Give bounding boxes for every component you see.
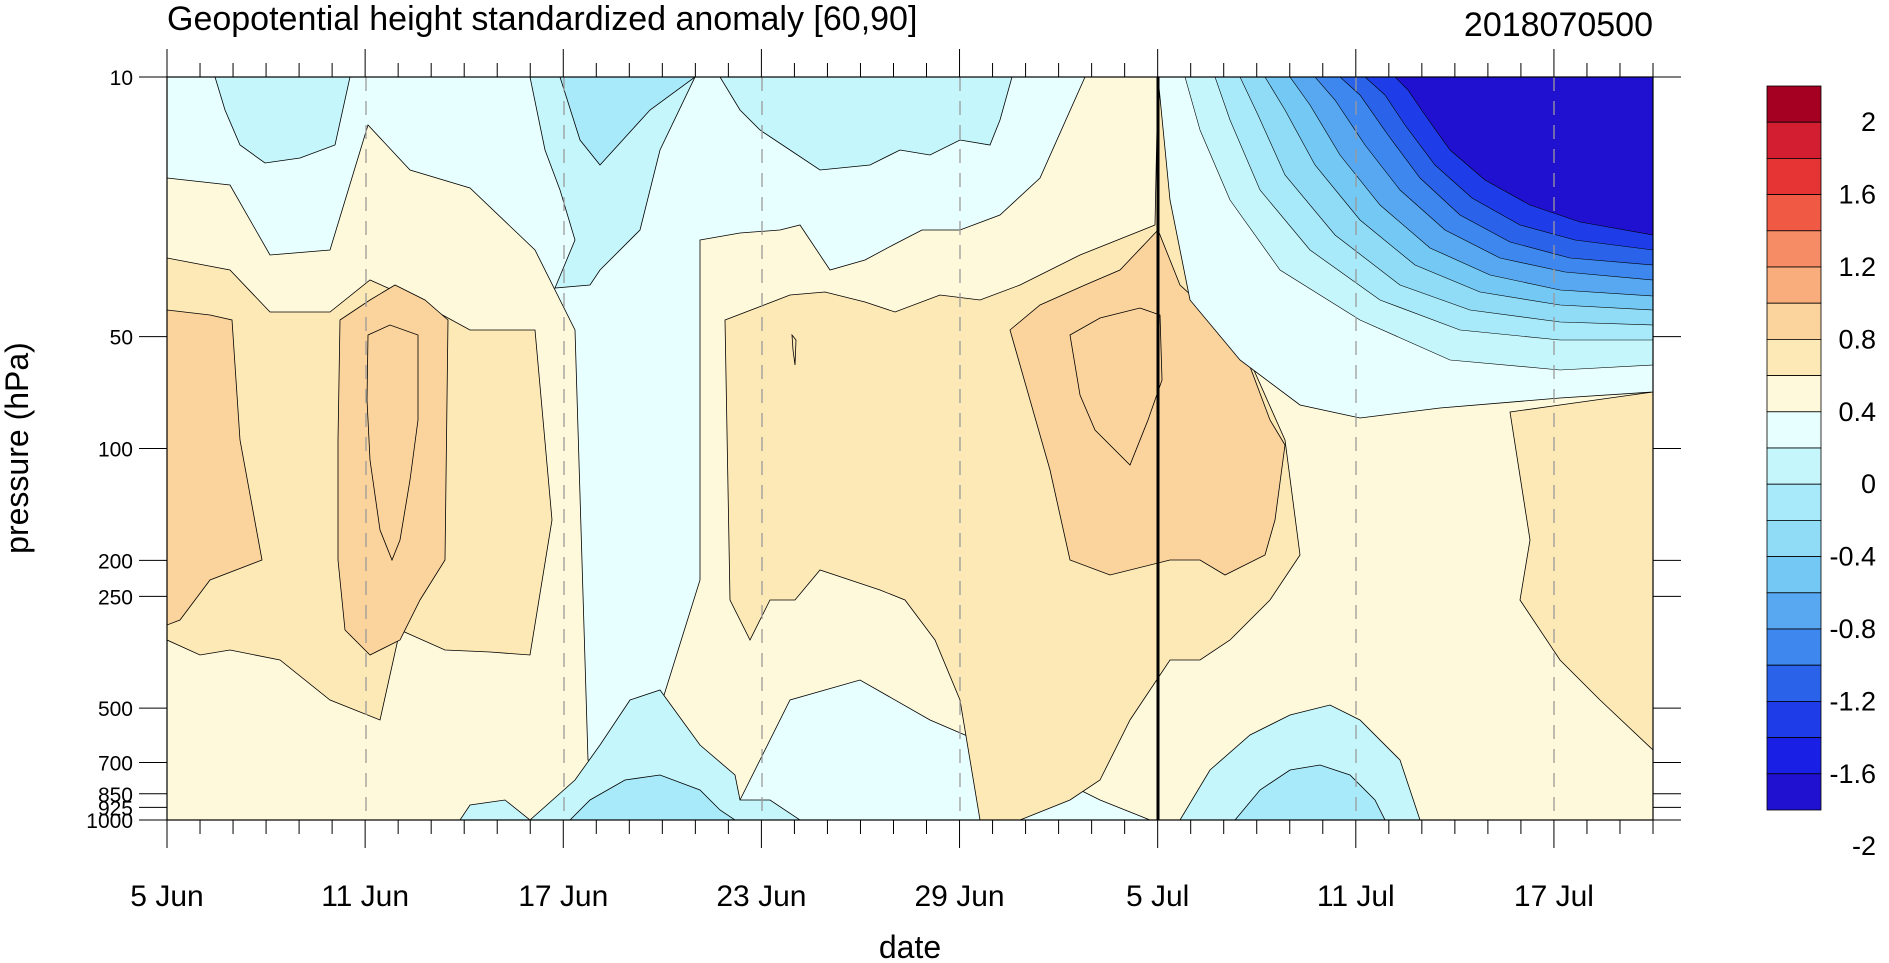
region-negative-0.4-d — [529, 689, 801, 820]
colorbar-label: -1.2 — [1829, 686, 1876, 716]
x-axis-title: date — [879, 929, 941, 963]
y-tick-label: 10 — [110, 67, 133, 90]
colorbar-swatch — [1766, 520, 1822, 558]
colorbar-swatch — [1766, 592, 1822, 630]
colorbar-swatch — [1766, 121, 1822, 159]
colorbar-labels: 2 1.6 1.2 0.8 0.4 0 -0.4 -0.8 -1.2 -1.6 -2 — [1829, 107, 1876, 861]
region-positive-0.8-c — [1009, 229, 1286, 576]
x-tick-label: 23 Jun — [716, 880, 806, 913]
colorbar-swatch — [1766, 230, 1822, 268]
colorbar-swatch — [1766, 157, 1822, 195]
y-tick-label: 700 — [98, 752, 133, 775]
date-gridlines — [365, 77, 1555, 820]
chart-subtitle: 2018070500 — [1464, 6, 1653, 44]
colorbar-swatch — [1766, 338, 1822, 376]
y-tick-label: 250 — [98, 586, 133, 609]
colorbar-swatch — [1766, 302, 1822, 340]
y-tick-label: 850 — [98, 784, 133, 807]
colorbar-swatch — [1766, 375, 1822, 413]
y-tick-label: 50 — [110, 327, 133, 350]
colorbar-swatch — [1766, 194, 1822, 232]
y-tick-label: 1000 — [86, 810, 133, 833]
colorbar-swatch — [1766, 447, 1822, 485]
colorbar-swatch — [1766, 737, 1822, 775]
colorbar-label: 0.8 — [1838, 324, 1876, 354]
region-negative-0.4-b — [529, 77, 696, 289]
region-negative-0.8-a — [559, 77, 696, 166]
colorbar-swatch — [1766, 664, 1822, 702]
y-tick-label: 200 — [98, 550, 133, 573]
colorbar-label: 1.2 — [1838, 252, 1876, 282]
x-tick-label: 11 Jul — [1317, 880, 1395, 913]
y-tick-label: 925 — [98, 797, 133, 820]
x-tick-label: 29 Jun — [914, 880, 1004, 913]
colorbar-swatch — [1766, 483, 1822, 521]
colorbar-swatch — [1766, 701, 1822, 739]
colorbar-swatch — [1766, 773, 1822, 811]
contour-positive-1.2-a — [366, 324, 419, 562]
colorbar-swatch — [1766, 85, 1822, 123]
y-tick-label: 500 — [98, 698, 133, 721]
region-negative-0.4-c — [719, 77, 1013, 171]
y-axis-ticks — [139, 76, 1681, 821]
colorbar-swatch — [1766, 628, 1822, 666]
contour-positive-1.2-b — [1069, 307, 1163, 466]
colorbar-label: 0.4 — [1838, 397, 1876, 427]
x-axis-labels: 5 Jun 11 Jun 17 Jun 23 Jun 29 Jun 5 Jul 11 Jul… — [130, 880, 1594, 913]
region-negative-0.8-b — [569, 774, 736, 820]
contour-positive-1.2-c — [791, 333, 797, 366]
x-tick-label: 17 Jul — [1514, 880, 1594, 913]
colorbar-label: -2 — [1852, 831, 1876, 861]
colorbar-label: 0 — [1861, 469, 1876, 499]
colorbar-label: -0.8 — [1829, 614, 1876, 644]
colorbar-label: -1.6 — [1829, 759, 1876, 789]
x-axis-ticks — [166, 49, 1654, 848]
y-tick-label: 100 — [98, 439, 133, 462]
region-negative-0.8-c — [1234, 764, 1386, 820]
chart-title: Geopotential height standardized anomaly… — [167, 0, 917, 38]
region-positive-0.4-c — [1509, 391, 1653, 751]
region-positive-0.8-a — [167, 309, 263, 626]
colorbar-swatch — [1766, 411, 1822, 449]
colorbar-label: 2 — [1861, 107, 1876, 137]
y-axis-title: pressure (hPa) — [0, 342, 35, 554]
x-tick-label: 5 Jul — [1126, 880, 1189, 913]
colorbar-swatch — [1766, 266, 1822, 304]
region-negative-2.4-a — [1394, 77, 1653, 236]
region-negative-0.4-a — [214, 77, 351, 164]
region-negative-0.4-f — [459, 799, 531, 820]
colorbar — [1766, 85, 1822, 811]
plot-area — [167, 77, 1653, 820]
x-tick-label: 5 Jun — [130, 880, 203, 913]
colorbar-label: -0.4 — [1829, 542, 1876, 572]
colorbar-swatch — [1766, 556, 1822, 594]
x-tick-label: 17 Jun — [518, 880, 608, 913]
colorbar-label: 1.6 — [1838, 180, 1876, 210]
x-tick-label: 11 Jun — [321, 880, 409, 913]
